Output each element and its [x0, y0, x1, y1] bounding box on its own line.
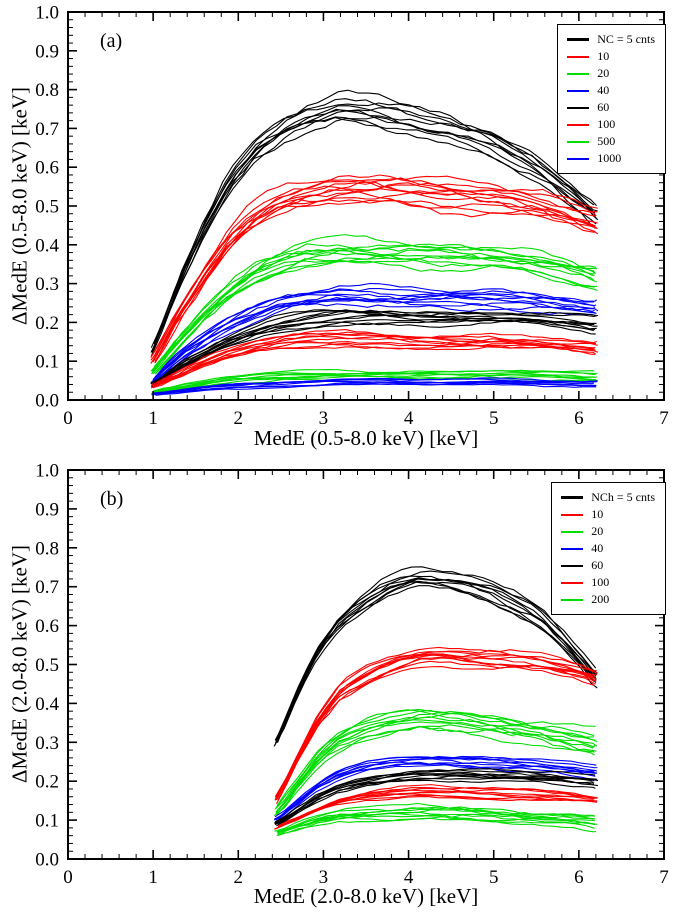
legend-label: NCh = 5 cnts — [591, 490, 655, 504]
legend-entry: 60 — [561, 557, 655, 574]
legend-line-swatch — [561, 530, 584, 533]
legend-entry: 20 — [561, 523, 655, 540]
legend-entry: 500 — [567, 133, 655, 150]
legend-line-swatch — [567, 106, 590, 109]
legend-line-swatch — [567, 72, 590, 75]
panel-a: (a) MedE (0.5-8.0 keV) [keV] ΔMedE (0.5-… — [0, 0, 675, 458]
legend-label: 60 — [597, 100, 610, 114]
legend-line-swatch — [561, 513, 584, 516]
legend-entry: 40 — [561, 540, 655, 557]
legend-line-swatch — [561, 564, 584, 567]
legend-label: 40 — [597, 83, 610, 97]
legend-label: 10 — [591, 507, 604, 521]
legend-label: 200 — [591, 592, 610, 606]
legend-line-swatch — [567, 55, 590, 58]
legend-entry: 200 — [561, 591, 655, 608]
legend-line-swatch — [561, 547, 584, 550]
legend-label: 100 — [597, 117, 616, 131]
legend-line-swatch — [567, 140, 590, 143]
legend-label: 60 — [591, 558, 604, 572]
legend-line-swatch — [567, 157, 590, 160]
legend-entry: 100 — [561, 574, 655, 591]
legend-label: 500 — [597, 134, 616, 148]
legend-entry: NCh = 5 cnts — [561, 489, 655, 506]
panel-a-label: (a) — [100, 30, 123, 52]
panel-a-xaxis-title: MedE (0.5-8.0 keV) [keV] — [253, 426, 479, 450]
panel-b-xaxis-title: MedE (2.0-8.0 keV) [keV] — [253, 884, 479, 908]
legend-line-swatch — [561, 496, 584, 499]
legend-label: NC = 5 cnts — [597, 32, 655, 46]
legend-label: 20 — [591, 524, 604, 538]
legend-entry: 1000 — [567, 150, 655, 167]
legend-line-swatch — [567, 38, 590, 41]
legend-label: 20 — [597, 66, 610, 80]
legend-line-swatch — [561, 598, 584, 601]
legend-label: 100 — [591, 575, 610, 589]
legend-label: 1000 — [597, 151, 622, 165]
panel-b-legend: NCh = 5 cnts 10 20 40 60 100 200 — [551, 482, 666, 615]
panel-b: (b) MedE (2.0-8.0 keV) [keV] ΔMedE (2.0-… — [0, 458, 675, 917]
panel-b-label: (b) — [100, 488, 124, 510]
legend-entry: 40 — [567, 82, 655, 99]
legend-label: 40 — [591, 541, 604, 555]
legend-entry: 20 — [567, 65, 655, 82]
legend-line-swatch — [567, 123, 590, 126]
panel-b-yaxis-title: ΔMedE (2.0-8.0 keV) [keV] — [7, 544, 32, 784]
legend-label: 10 — [597, 49, 610, 63]
legend-entry: 10 — [567, 48, 655, 65]
panel-a-legend: NC = 5 cnts 10 20 40 60 100 500 1000 — [557, 24, 666, 174]
legend-line-swatch — [567, 89, 590, 92]
panel-a-yaxis-title: ΔMedE (0.5-8.0 keV) [keV] — [7, 86, 32, 326]
legend-entry: 100 — [567, 116, 655, 133]
legend-entry: NC = 5 cnts — [567, 31, 655, 48]
legend-entry: 60 — [567, 99, 655, 116]
legend-line-swatch — [561, 581, 584, 584]
legend-entry: 10 — [561, 506, 655, 523]
